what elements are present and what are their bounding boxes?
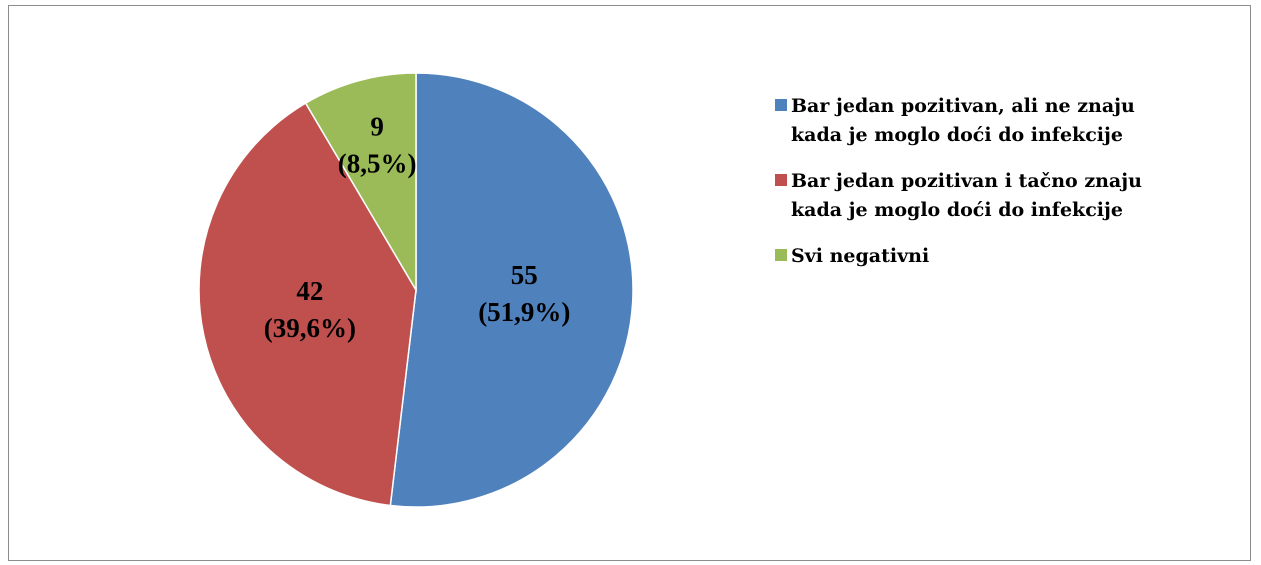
legend-item: Bar jedan pozitivan, ali ne znaju kada j… <box>775 92 1175 150</box>
legend-item: Svi negativni <box>775 242 1175 271</box>
data-label: 42 <box>296 276 323 306</box>
legend-label: Svi negativni <box>791 245 930 267</box>
pie-slice <box>304 72 417 293</box>
legend-label: Bar jedan pozitivan, ali ne znaju kada j… <box>791 95 1135 146</box>
pie-slice <box>389 72 634 508</box>
legend-swatch <box>775 99 787 111</box>
legend: Bar jedan pozitivan, ali ne znaju kada j… <box>775 92 1175 288</box>
legend-item: Bar jedan pozitivan i tačno znaju kada j… <box>775 167 1175 225</box>
data-label: (51,9%) <box>478 297 570 327</box>
pie-slice <box>198 102 417 507</box>
data-label: (8,5%) <box>338 148 417 178</box>
chart-frame <box>8 5 1251 561</box>
legend-label: Bar jedan pozitivan i tačno znaju kada j… <box>791 170 1142 221</box>
legend-swatch <box>775 174 787 186</box>
data-label: 9 <box>370 111 384 141</box>
data-label: 55 <box>511 260 538 290</box>
data-label: (39,6%) <box>264 313 356 343</box>
legend-swatch <box>775 249 787 261</box>
